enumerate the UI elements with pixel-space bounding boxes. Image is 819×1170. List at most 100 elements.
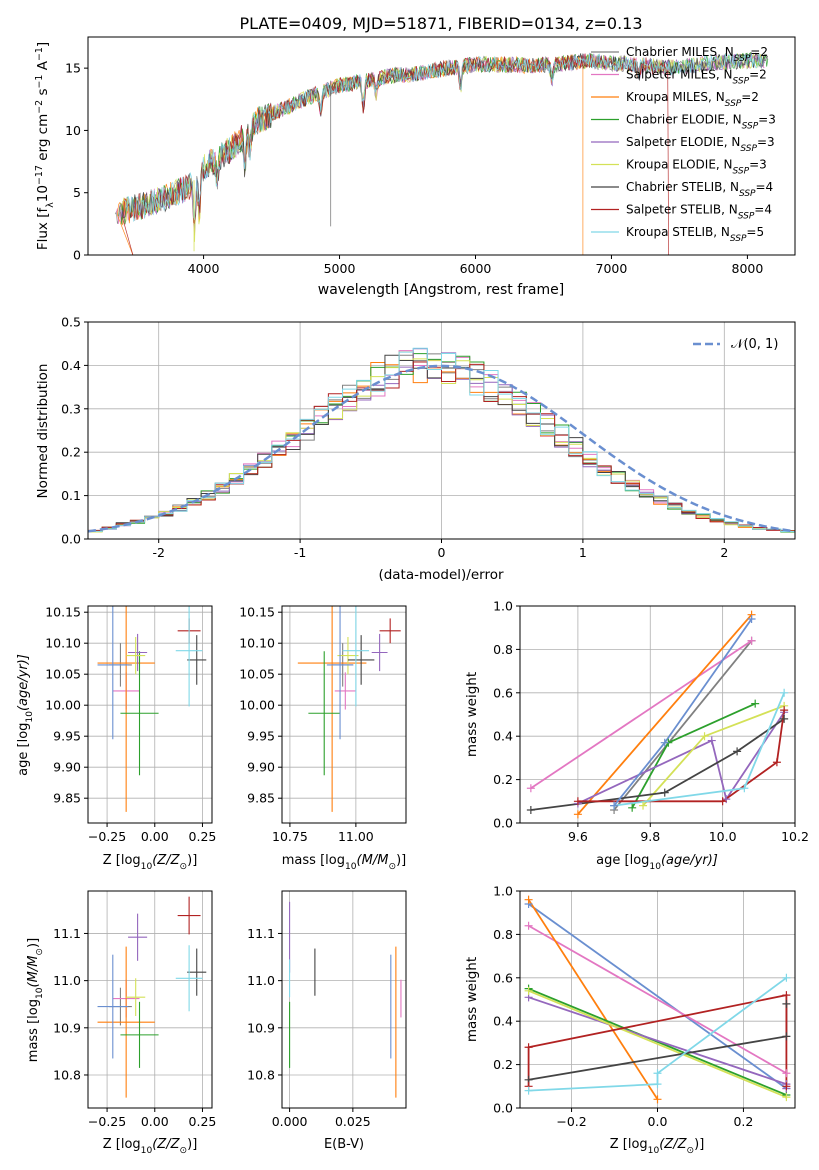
x-axis-label: wavelength [Angstrom, rest frame] xyxy=(318,282,564,298)
histogram-step xyxy=(88,361,795,532)
legend-part: =2 xyxy=(750,45,768,59)
series-marker xyxy=(780,714,789,723)
series-marker xyxy=(747,636,756,645)
legend-part: Chabrier ELODIE, xyxy=(626,113,733,127)
series-marker xyxy=(751,699,760,708)
series-marker xyxy=(782,1082,791,1091)
y-tick-label: 0.4 xyxy=(61,358,81,373)
legend-part: Kroupa STELIB, xyxy=(626,225,721,239)
legend-part: =4 xyxy=(754,203,772,217)
label-part: −17 xyxy=(34,165,45,185)
x-tick-label: 5000 xyxy=(324,261,356,276)
y-tick-label: 0.8 xyxy=(493,927,513,942)
plot-area xyxy=(289,901,402,1098)
label-part: )] xyxy=(187,853,197,868)
series-line xyxy=(577,614,753,815)
y-tick-label: 10.15 xyxy=(239,605,275,620)
label-part: )] xyxy=(694,1137,704,1152)
label-part: ⊙ xyxy=(180,862,188,872)
y-axis-label: mass weight xyxy=(464,957,480,1042)
legend-entry: Chabrier ELODIE, NSSP=3 xyxy=(626,113,776,132)
legend-entry: Salpeter MILES, NSSP=2 xyxy=(626,68,767,87)
x-tick-label: −0.25 xyxy=(88,1114,126,1129)
legend-part: SSP xyxy=(738,212,755,222)
label-part: A xyxy=(35,60,51,74)
spectrum-line-kroupa-stelib xyxy=(123,53,763,222)
plot-area xyxy=(97,606,207,812)
x-axis-label: mass [log10(M/M⊙)] xyxy=(282,853,406,872)
series-marker xyxy=(780,706,789,715)
label-part: 10 xyxy=(345,862,357,872)
label-part: 10 xyxy=(141,862,153,872)
x-tick-label: 0.000 xyxy=(272,1114,308,1129)
series-marker xyxy=(772,758,781,767)
y-axis-label: age [log10(age/yr)] xyxy=(16,654,35,776)
plot-area xyxy=(88,347,795,533)
legend-part: Salpeter MILES, xyxy=(626,68,724,82)
x-tick-label: −0.25 xyxy=(88,829,126,844)
y-tick-label: 10.8 xyxy=(53,1067,81,1082)
legend-part: Chabrier STELIB, xyxy=(626,180,730,194)
y-axis-label: Normed distribution xyxy=(35,364,51,499)
x-tick-label: 0.2 xyxy=(733,1114,753,1129)
legend-entry: Chabrier MILES, NSSP=2 xyxy=(626,45,768,64)
x-tick-label: 11.00 xyxy=(338,829,374,844)
x-tick-label: 0.00 xyxy=(141,829,169,844)
y-tick-label: 0.0 xyxy=(493,816,513,831)
y-tick-label: 10.10 xyxy=(239,636,275,651)
plot-area xyxy=(97,896,207,1098)
series-marker xyxy=(524,1043,533,1052)
series-marker xyxy=(733,747,742,756)
legend-part: =4 xyxy=(756,180,774,194)
series-marker xyxy=(628,803,637,812)
y-tick-label: 0.6 xyxy=(493,685,513,700)
legend-part: N xyxy=(724,158,733,172)
legend-part: Salpeter STELIB, xyxy=(626,203,729,217)
label-part: (age/yr)] xyxy=(16,654,31,711)
x-tick-label: 9.6 xyxy=(568,829,588,844)
series-marker xyxy=(782,999,791,1008)
legend-part: N xyxy=(731,135,740,149)
y-tick-label: 10.10 xyxy=(45,636,81,651)
x-tick-label: 10.75 xyxy=(272,829,308,844)
axes-frame xyxy=(281,890,407,1109)
legend-part: SSP xyxy=(733,77,750,87)
spectrum-line-kroupa-miles xyxy=(117,54,584,255)
y-tick-label: 0.0 xyxy=(493,1101,513,1116)
series-line xyxy=(613,640,753,811)
plot-area xyxy=(530,614,786,815)
spectrum-line-chabrier-stelib xyxy=(121,52,768,222)
series-marker xyxy=(526,805,535,814)
series-marker xyxy=(780,688,789,697)
axes-frame xyxy=(87,605,213,824)
y-tick-label: 0.6 xyxy=(493,970,513,985)
series-line xyxy=(527,994,788,1087)
series-marker xyxy=(700,732,709,741)
y-tick-label: 5 xyxy=(73,185,81,200)
legend-entry: 𝒩(0, 1) xyxy=(731,337,778,352)
legend-part: =3 xyxy=(757,135,775,149)
y-tick-label: 11.1 xyxy=(53,926,81,941)
y-tick-label: 10 xyxy=(65,123,81,138)
label-part: 10 xyxy=(141,1146,153,1156)
label-part: (Z/Z xyxy=(152,853,180,868)
legend-part: =5 xyxy=(746,225,764,239)
axes-frame xyxy=(281,605,407,824)
label-part: ⊙ xyxy=(388,862,396,872)
series-marker xyxy=(660,738,669,747)
series-marker xyxy=(747,615,756,624)
label-part: Z [log xyxy=(103,853,141,868)
legend-part: SSP xyxy=(733,167,750,177)
series-line xyxy=(530,718,785,811)
panel-spectrum: 4000 5000 6000 7000 8000 0 5 10 15 Chabrier MILES… xyxy=(34,36,796,298)
panel-age_vs_mass: 10.75 11.00 9.85 9.90 9.95 10.00 10.05 10.10 10.… xyxy=(239,605,407,872)
y-tick-label: 9.95 xyxy=(247,729,275,744)
x-axis-label: E(B-V) xyxy=(324,1137,364,1152)
legend-part: =3 xyxy=(749,158,767,172)
series-marker xyxy=(718,797,727,806)
series-marker xyxy=(660,788,669,797)
axes-frame xyxy=(519,605,796,824)
label-part: −1 xyxy=(34,75,45,89)
